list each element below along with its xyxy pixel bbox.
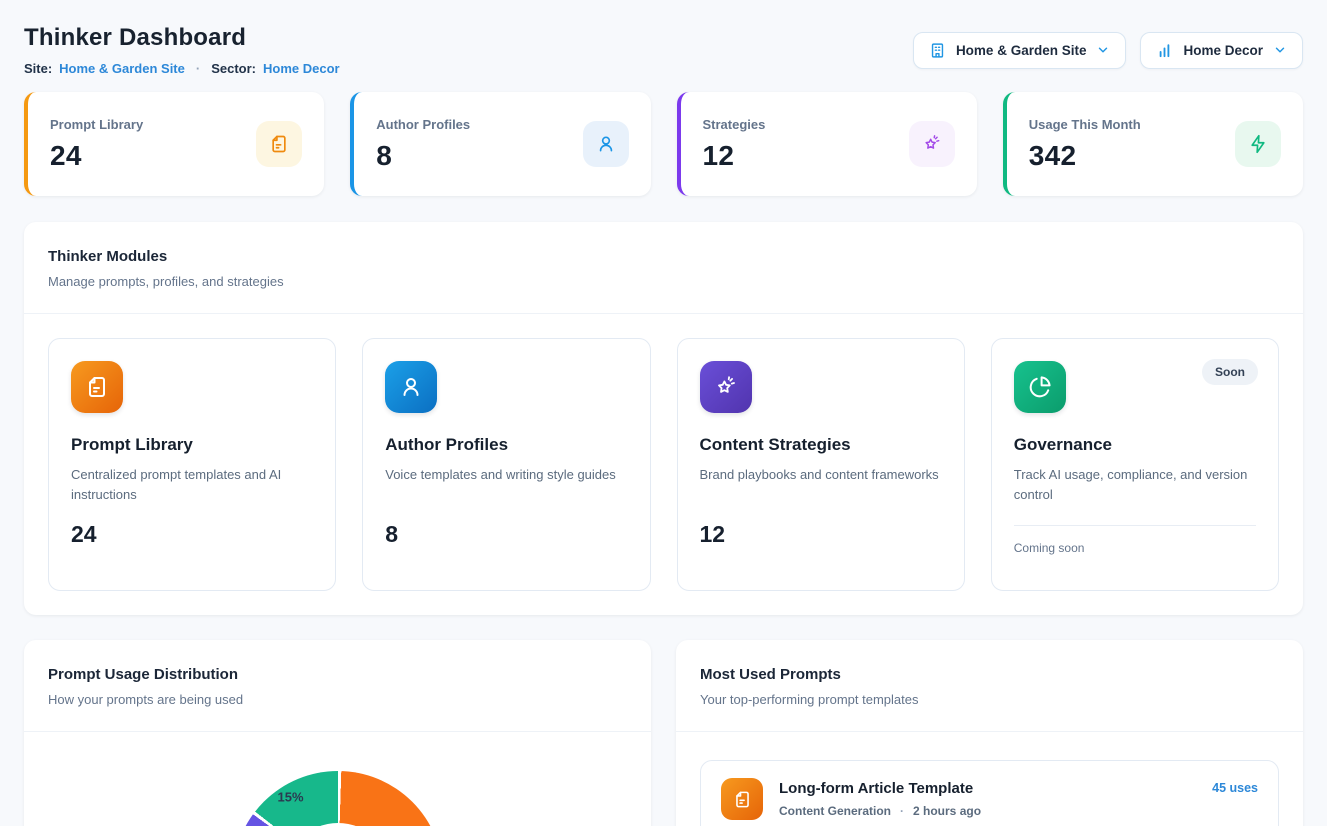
soon-badge: Soon — [1202, 359, 1258, 385]
donut-chart-area: 15% — [24, 732, 651, 826]
zap-icon — [1235, 121, 1281, 167]
stat-label: Strategies — [703, 117, 766, 132]
file-icon — [721, 778, 763, 820]
module-title: Content Strategies — [700, 435, 942, 455]
stat-value: 342 — [1029, 140, 1141, 172]
stat-card-usage: Usage This Month 342 — [1003, 92, 1303, 196]
stat-text: Strategies 12 — [703, 117, 766, 172]
page-title: Thinker Dashboard — [24, 24, 340, 52]
modules-title: Thinker Modules — [48, 248, 1279, 265]
prompt-item-meta: Content Generation · 2 hours ago — [779, 804, 1196, 818]
prompts-subtitle: Your top-performing prompt templates — [700, 692, 1279, 707]
stats-row: Prompt Library 24 Author Profiles 8 — [24, 92, 1303, 196]
site-selector-label: Home & Garden Site — [956, 43, 1087, 58]
stat-text: Author Profiles 8 — [376, 117, 470, 172]
module-card-author-profiles[interactable]: Author Profiles Voice templates and writ… — [362, 338, 650, 591]
stat-label: Prompt Library — [50, 117, 143, 132]
stat-label: Author Profiles — [376, 117, 470, 132]
stat-card-prompt-library: Prompt Library 24 — [24, 92, 324, 196]
pie-chart-icon — [1014, 361, 1066, 413]
usage-subtitle: How your prompts are being used — [48, 692, 627, 707]
breadcrumb: Site: Home & Garden Site · Sector: Home … — [24, 61, 340, 76]
header-selectors: Home & Garden Site Home Decor — [913, 32, 1303, 69]
prompt-item-title: Long-form Article Template — [779, 780, 1196, 797]
stat-text: Prompt Library 24 — [50, 117, 143, 172]
prompt-text: Long-form Article Template Content Gener… — [779, 780, 1196, 818]
stat-label: Usage This Month — [1029, 117, 1141, 132]
stat-value: 12 — [703, 140, 766, 172]
modules-panel: Thinker Modules Manage prompts, profiles… — [24, 222, 1303, 615]
most-used-prompts-panel: Most Used Prompts Your top-performing pr… — [676, 640, 1303, 826]
modules-subtitle: Manage prompts, profiles, and strategies — [48, 274, 1279, 289]
module-card-content-strategies[interactable]: Content Strategies Brand playbooks and c… — [677, 338, 965, 591]
sector-link[interactable]: Home Decor — [263, 61, 340, 76]
module-count: 12 — [700, 521, 942, 548]
prompts-panel-header: Most Used Prompts Your top-performing pr… — [676, 640, 1303, 731]
usage-title: Prompt Usage Distribution — [48, 666, 627, 683]
star-icon — [909, 121, 955, 167]
meta-dot: · — [900, 804, 904, 818]
prompt-list: Long-form Article Template Content Gener… — [676, 732, 1303, 826]
stat-card-strategies: Strategies 12 — [677, 92, 977, 196]
prompt-time: 2 hours ago — [913, 804, 981, 818]
sector-selector-label: Home Decor — [1183, 43, 1263, 58]
modules-panel-header: Thinker Modules Manage prompts, profiles… — [24, 222, 1303, 313]
sector-selector-dropdown[interactable]: Home Decor — [1140, 32, 1303, 69]
donut-segment-label: 15% — [277, 790, 303, 805]
module-count: 24 — [71, 521, 313, 548]
breadcrumb-dot: · — [196, 61, 200, 76]
site-selector-dropdown[interactable]: Home & Garden Site — [913, 32, 1127, 69]
stat-value: 8 — [376, 140, 470, 172]
donut-chart: 15% — [233, 771, 443, 826]
modules-grid: Prompt Library Centralized prompt templa… — [24, 314, 1303, 615]
module-title: Governance — [1014, 435, 1256, 455]
divider — [1014, 525, 1256, 526]
page-header: Thinker Dashboard Site: Home & Garden Si… — [24, 24, 1303, 76]
usage-panel-header: Prompt Usage Distribution How your promp… — [24, 640, 651, 731]
prompt-uses-count: 45 uses — [1212, 781, 1258, 795]
usage-distribution-panel: Prompt Usage Distribution How your promp… — [24, 640, 651, 826]
header-left: Thinker Dashboard Site: Home & Garden Si… — [24, 24, 340, 76]
prompts-title: Most Used Prompts — [700, 666, 1279, 683]
file-icon — [71, 361, 123, 413]
module-card-prompt-library[interactable]: Prompt Library Centralized prompt templa… — [48, 338, 336, 591]
stat-card-author-profiles: Author Profiles 8 — [350, 92, 650, 196]
module-card-governance[interactable]: Soon Governance Track AI usage, complian… — [991, 338, 1279, 591]
prompt-category: Content Generation — [779, 804, 891, 818]
module-description: Brand playbooks and content frameworks — [700, 465, 942, 507]
module-description: Centralized prompt templates and AI inst… — [71, 465, 313, 507]
module-title: Author Profiles — [385, 435, 627, 455]
chevron-down-icon — [1273, 43, 1287, 57]
bottom-row: Prompt Usage Distribution How your promp… — [24, 615, 1303, 826]
stat-text: Usage This Month 342 — [1029, 117, 1141, 172]
user-icon — [385, 361, 437, 413]
chevron-down-icon — [1096, 43, 1110, 57]
module-count: 8 — [385, 521, 627, 548]
thinker-dashboard: Thinker Dashboard Site: Home & Garden Si… — [0, 0, 1327, 826]
coming-soon-text: Coming soon — [1014, 541, 1256, 555]
module-description: Track AI usage, compliance, and version … — [1014, 465, 1256, 507]
user-icon — [583, 121, 629, 167]
star-icon — [700, 361, 752, 413]
file-icon — [256, 121, 302, 167]
site-link[interactable]: Home & Garden Site — [59, 61, 185, 76]
stat-value: 24 — [50, 140, 143, 172]
donut-ring — [233, 771, 443, 826]
bar-chart-icon — [1156, 42, 1173, 59]
prompt-list-item[interactable]: Long-form Article Template Content Gener… — [700, 760, 1279, 826]
building-icon — [929, 42, 946, 59]
sector-label: Sector: — [211, 61, 256, 76]
module-description: Voice templates and writing style guides — [385, 465, 627, 507]
site-label: Site: — [24, 61, 52, 76]
module-title: Prompt Library — [71, 435, 313, 455]
